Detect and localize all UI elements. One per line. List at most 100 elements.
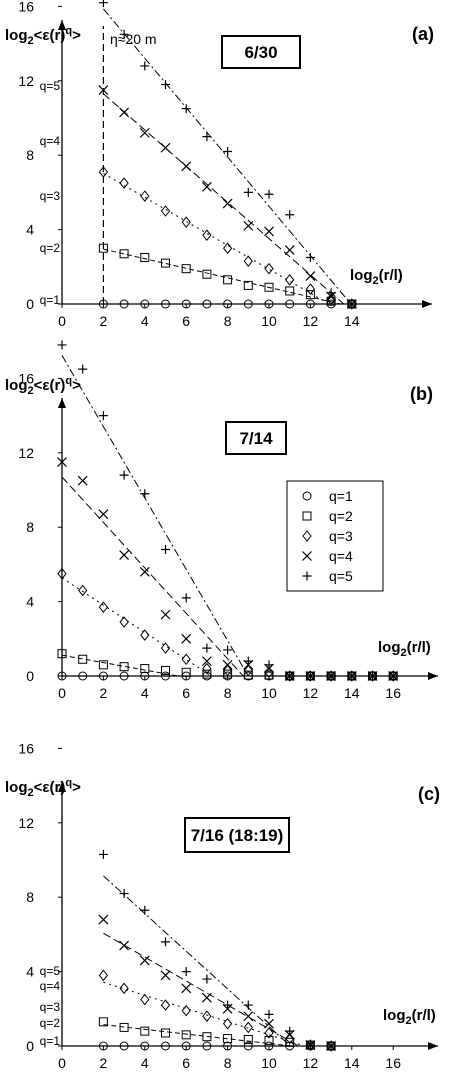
data-point-q3 (222, 664, 233, 677)
data-point-q5 (119, 29, 129, 39)
data-point-q5 (243, 1000, 253, 1010)
y-tick-label: 12 (18, 73, 34, 89)
data-point-q5 (202, 974, 212, 984)
data-point-q3 (181, 1004, 191, 1017)
x-axis-arrow (428, 1042, 438, 1050)
series-q5 (98, 0, 357, 309)
data-point-q2 (98, 660, 108, 670)
data-point-q2 (78, 654, 88, 664)
data-point-q4 (264, 226, 274, 237)
data-point-q3 (305, 283, 316, 295)
legend: q=1 q=2 q=3 q=4 q=5 (286, 480, 384, 592)
x-axis-arrow (422, 300, 432, 308)
data-point-q2 (223, 669, 233, 679)
data-point-q5 (140, 61, 150, 71)
y-tick-label: 12 (18, 445, 34, 461)
curve-label: q=2 (40, 1016, 61, 1030)
data-point-q1 (98, 1041, 108, 1051)
data-point-q1 (119, 299, 129, 309)
fit-line-q2 (103, 1024, 292, 1047)
data-point-q5 (181, 967, 191, 977)
data-point-q2 (140, 253, 150, 262)
data-point-q5 (264, 660, 274, 670)
x-tick-label: 0 (58, 685, 66, 701)
data-point-q1 (243, 299, 253, 309)
data-point-q4 (243, 220, 254, 231)
y-tick-label: 8 (26, 889, 34, 905)
data-point-q2 (202, 269, 212, 279)
y-tick-label: 8 (26, 147, 34, 163)
data-point-q1 (78, 671, 88, 681)
data-point-q3 (305, 670, 316, 682)
x-tick-label: 14 (344, 313, 360, 329)
data-point-q3 (388, 670, 398, 682)
data-point-q4 (160, 970, 171, 981)
x-tick-label: 6 (182, 685, 190, 701)
series-q5 (57, 340, 398, 681)
x-tick-label: 14 (344, 685, 360, 701)
data-point-q4 (139, 127, 150, 138)
x-tick-label: 8 (224, 1055, 232, 1071)
data-point-q5 (202, 132, 212, 142)
data-point-q4 (139, 955, 150, 966)
data-point-q4 (284, 245, 295, 255)
data-point-q3 (140, 629, 150, 641)
data-point-q1 (140, 671, 150, 681)
data-point-q3 (222, 242, 233, 255)
x-tick-label: 12 (303, 685, 319, 701)
data-point-q5 (264, 189, 274, 199)
chart-title: 7/14 (239, 429, 273, 448)
x-tick-label: 16 (385, 685, 401, 701)
y-axis-label: log2<ε(r)q> (5, 777, 81, 799)
data-point-q4 (77, 475, 88, 486)
data-point-q4 (98, 85, 109, 96)
curve-label: q=1 (40, 1034, 61, 1048)
y-tick-label: 4 (26, 594, 34, 610)
data-point-q5 (347, 299, 357, 309)
data-point-q4 (222, 198, 233, 209)
data-point-q1 (161, 671, 170, 681)
data-point-q5 (305, 671, 315, 681)
y-axis-label: log2<ε(r)q> (5, 25, 81, 47)
y-tick-label: 0 (26, 1038, 34, 1054)
data-point-q5 (181, 593, 191, 603)
data-point-q1 (140, 299, 150, 309)
fit-line-q2 (103, 248, 341, 305)
y-axis-arrow (58, 782, 66, 792)
data-point-q5 (202, 643, 212, 653)
data-point-q2 (243, 1034, 253, 1044)
eta-annotation: η≈20 m (110, 31, 157, 47)
data-point-q4 (160, 142, 171, 153)
x-axis-arrow (428, 672, 438, 680)
data-point-q1 (98, 671, 108, 681)
data-point-q3 (326, 1040, 336, 1052)
data-point-q5 (140, 489, 150, 499)
data-point-q1 (161, 1041, 170, 1051)
x-tick-label: 14 (344, 1055, 360, 1071)
data-point-q4 (201, 656, 212, 667)
legend-entry: q=1 (329, 488, 353, 504)
data-point-q5 (161, 80, 170, 90)
curve-label: q=1 (40, 293, 61, 307)
x-tick-label: 4 (141, 313, 149, 329)
data-point-q3 (140, 993, 150, 1006)
data-point-q5 (243, 187, 253, 197)
data-point-q4 (201, 181, 212, 192)
y-tick-label: 4 (26, 222, 34, 238)
data-point-q2 (119, 249, 129, 259)
data-point-q2 (202, 1032, 212, 1042)
x-tick-label: 4 (141, 685, 149, 701)
y-tick-label: 12 (18, 815, 34, 831)
y-axis-arrow (58, 20, 66, 30)
legend-entry: q=2 (329, 508, 353, 524)
panel-label: (c) (418, 784, 440, 804)
data-point-q3 (243, 255, 253, 268)
fit-line-q4 (61, 476, 244, 677)
data-point-q5 (161, 545, 170, 555)
legend-marker (302, 530, 312, 542)
chart-title: 7/16 (18:19) (191, 826, 284, 845)
data-point-q3 (243, 1021, 253, 1034)
data-point-q1 (119, 1041, 129, 1051)
data-point-q3 (326, 670, 336, 682)
